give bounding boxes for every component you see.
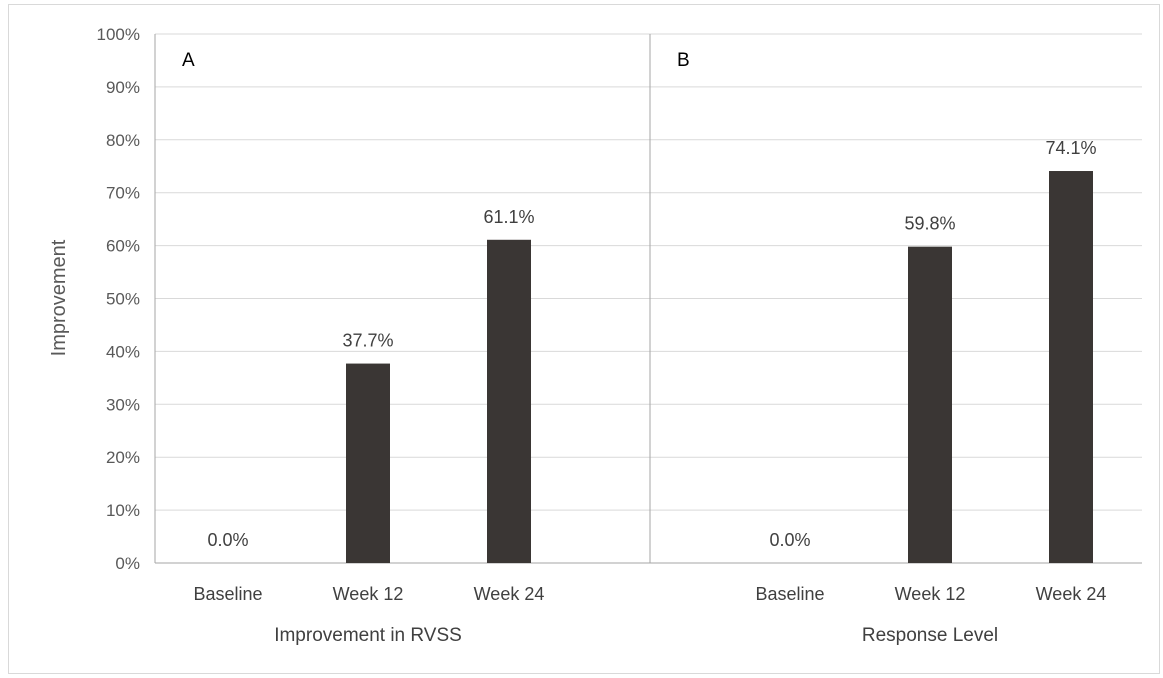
y-tick-label: 80%	[106, 131, 140, 150]
data-label: 0.0%	[769, 530, 810, 550]
x-axis-categories: Baseline Week 12 Week 24 Baseline Week 12 Wee…	[193, 584, 1106, 604]
group-axis-label: Response Level	[862, 625, 998, 646]
bars	[346, 171, 1093, 564]
bar	[908, 246, 952, 563]
data-labels: 0.0% 37.7% 61.1% 0.0% 59.8% 74.1%	[207, 138, 1096, 550]
bar	[1049, 171, 1093, 564]
x-category-label: Week 24	[1036, 584, 1107, 604]
y-tick-label: 30%	[106, 395, 140, 414]
y-tick-label: 40%	[106, 342, 140, 361]
x-category-label: Week 12	[333, 584, 404, 604]
y-tick-label: 60%	[106, 237, 140, 256]
y-axis-title: Improvement	[48, 239, 70, 356]
y-tick-label: 0%	[115, 554, 140, 573]
x-category-label: Week 24	[474, 584, 545, 604]
data-label: 59.8%	[904, 214, 955, 234]
x-category-label: Baseline	[193, 584, 262, 604]
bar	[487, 239, 531, 563]
x-category-label: Baseline	[755, 584, 824, 604]
y-axis-ticks: 0% 10% 20% 30% 40% 50% 60% 70% 80% 90% 100%	[97, 25, 140, 573]
bar	[346, 363, 390, 563]
data-label: 37.7%	[342, 331, 393, 351]
panel-letter: B	[677, 50, 690, 71]
y-tick-label: 10%	[106, 501, 140, 520]
y-tick-label: 50%	[106, 290, 140, 309]
data-label: 61.1%	[483, 207, 534, 227]
group-axis-label: Improvement in RVSS	[274, 625, 462, 646]
y-tick-label: 20%	[106, 448, 140, 467]
y-tick-label: 100%	[97, 25, 140, 44]
data-label: 0.0%	[207, 530, 248, 550]
x-category-label: Week 12	[895, 584, 966, 604]
y-tick-label: 70%	[106, 184, 140, 203]
data-label: 74.1%	[1045, 138, 1096, 158]
panel-letter: A	[182, 50, 195, 71]
chart-frame	[8, 4, 1160, 674]
gridlines	[155, 33, 1142, 511]
axes	[154, 34, 1142, 564]
y-tick-label: 90%	[106, 78, 140, 97]
panel-annotations: A Improvement in RVSS B Response Level	[182, 50, 998, 646]
